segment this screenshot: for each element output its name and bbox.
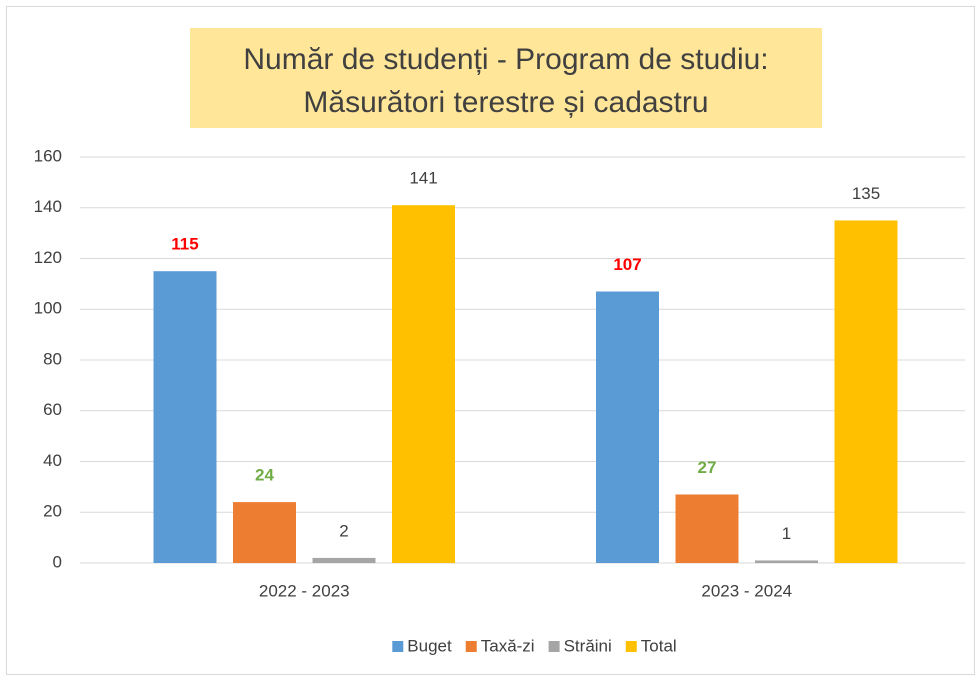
legend-label: Taxă-zi [481, 636, 535, 655]
legend-item: Străini [548, 636, 612, 655]
data-label: 135 [852, 184, 880, 203]
y-tick-label: 0 [53, 552, 62, 571]
legend-label: Total [641, 636, 677, 655]
chart-title: Măsurători terestre și cadastru [303, 86, 708, 119]
y-tick-label: 60 [43, 400, 62, 419]
y-tick-label: 20 [43, 502, 62, 521]
legend-item: Taxă-zi [465, 636, 535, 655]
chart-title: Număr de studenți - Program de studiu: [243, 43, 768, 76]
bar [392, 205, 455, 563]
bar [153, 271, 217, 563]
bar [755, 560, 818, 563]
bar [596, 291, 659, 563]
bar [312, 557, 376, 563]
y-tick-label: 140 [34, 197, 62, 216]
legend-swatch [625, 641, 637, 652]
legend-item: Buget [392, 636, 452, 655]
legend-swatch [548, 641, 560, 652]
data-label: 141 [409, 169, 437, 188]
legend-item: Total [625, 636, 677, 655]
bar [675, 494, 739, 563]
title-background [190, 28, 822, 128]
y-tick-label: 40 [43, 451, 62, 470]
data-label: 2 [339, 521, 348, 540]
y-tick-label: 120 [34, 248, 62, 267]
legend-label: Buget [407, 636, 452, 655]
x-tick-label: 2023 - 2024 [701, 581, 792, 600]
data-label: 27 [698, 458, 717, 477]
data-label: 115 [171, 235, 198, 254]
legend-label: Străini [564, 636, 612, 655]
legend-swatch [465, 641, 477, 652]
data-label: 107 [613, 255, 641, 274]
legend-swatch [392, 641, 404, 652]
y-tick-label: 100 [34, 299, 62, 318]
bar [834, 220, 898, 563]
bar [233, 502, 296, 563]
y-tick-label: 160 [34, 146, 62, 165]
data-label: 24 [255, 466, 274, 485]
x-tick-label: 2022 - 2023 [259, 581, 350, 600]
y-tick-label: 80 [43, 349, 62, 368]
data-label: 1 [782, 524, 791, 543]
